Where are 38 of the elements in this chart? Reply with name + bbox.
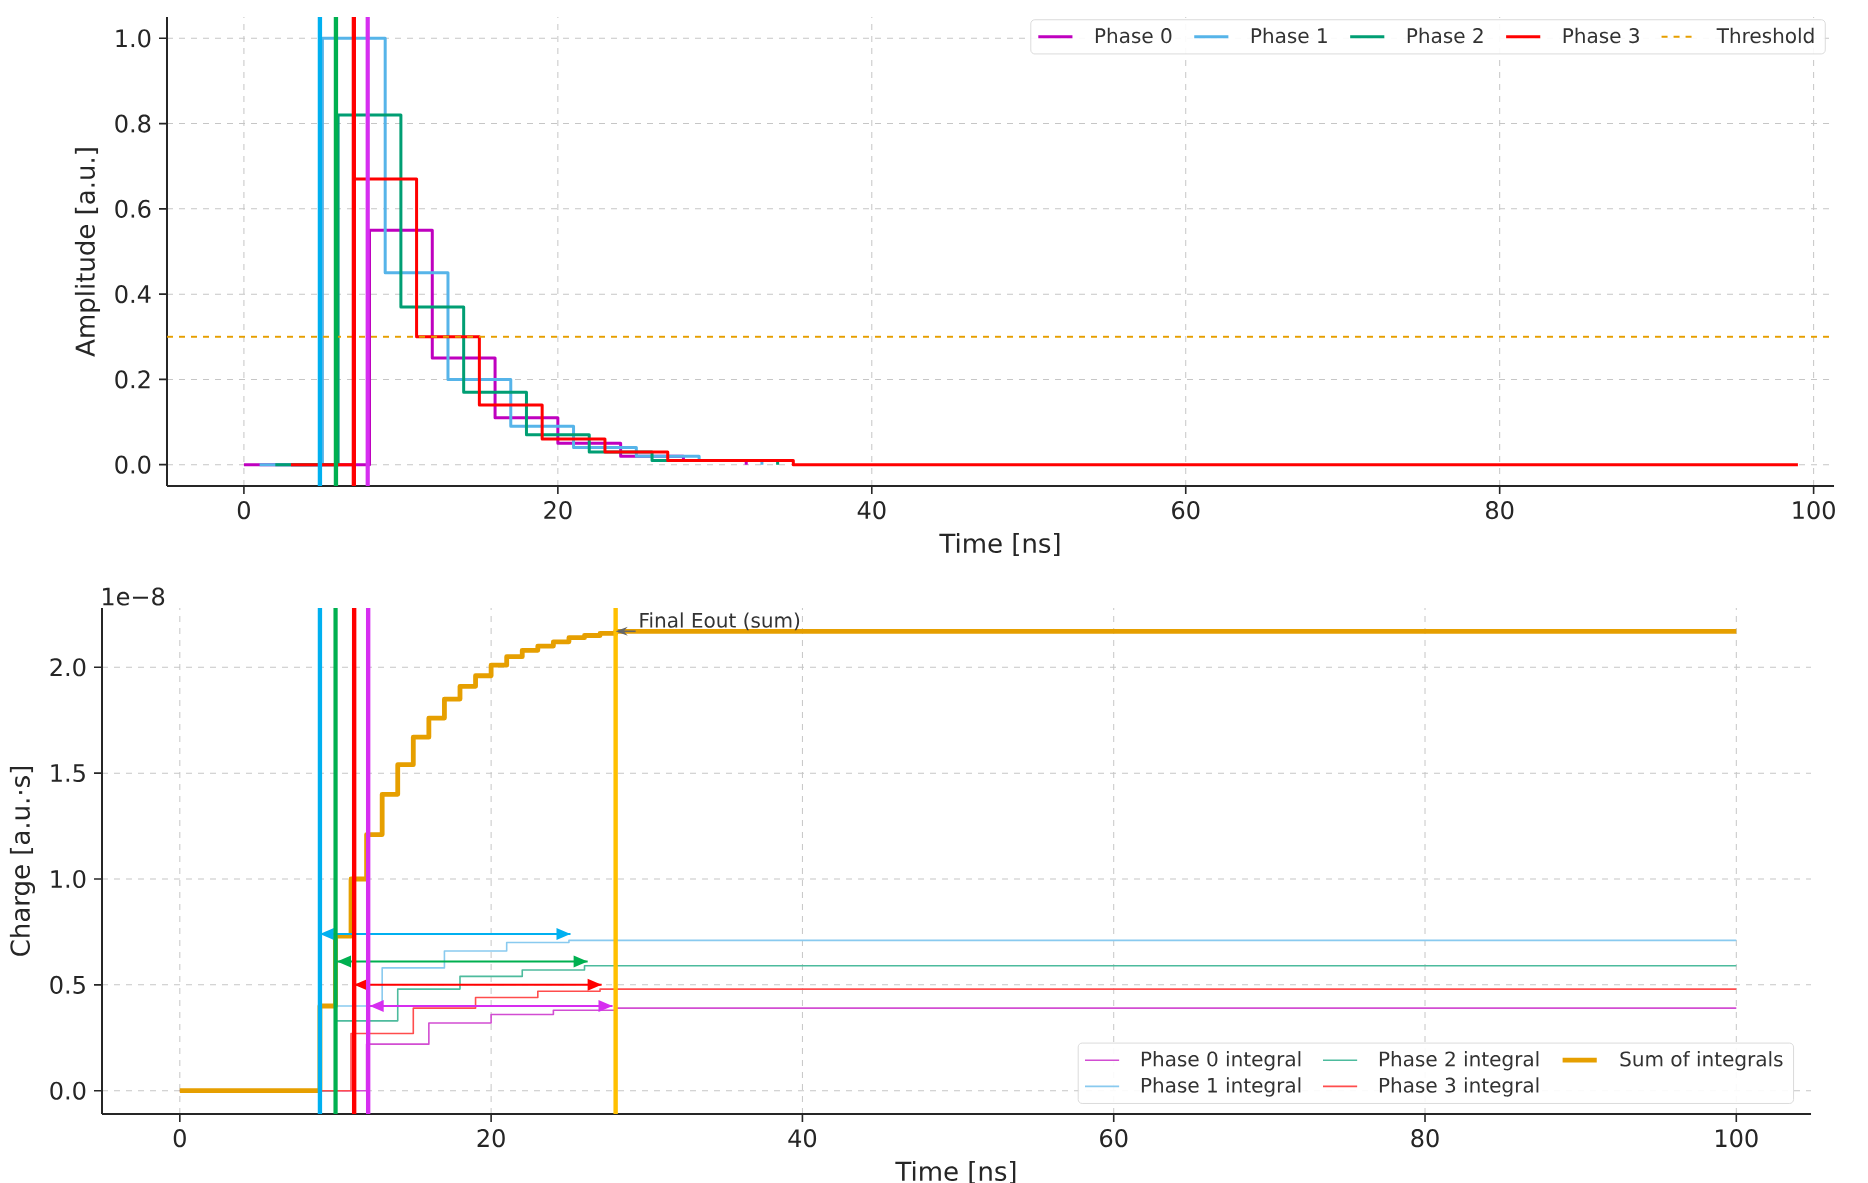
legend-label: Phase 2 — [1407, 27, 1483, 44]
x-tick-label: 60 — [1100, 1129, 1128, 1148]
legend-label: Phase 1 — [1251, 27, 1327, 44]
x-tick-label: 20 — [544, 501, 572, 520]
y-axis-title: Charge [a.u.·s] — [9, 766, 36, 956]
legend-label: Phase 0 — [1095, 27, 1172, 44]
x-tick-label: 60 — [1172, 501, 1200, 520]
legend-label: Phase 1 integral — [1141, 1077, 1301, 1097]
x-tick-label: 20 — [477, 1129, 505, 1148]
legend-label: Phase 0 integral — [1141, 1051, 1301, 1071]
y-tick-label: 0.0 — [115, 455, 151, 474]
x-tick-label: 0 — [237, 501, 250, 520]
x-tick-label: 0 — [173, 1129, 186, 1148]
x-tick-label: 100 — [1716, 1129, 1758, 1148]
legend-label: Phase 2 integral — [1379, 1051, 1539, 1071]
text: 1e−8 — [103, 587, 165, 606]
y-axis-title: Amplitude [a.u.] — [74, 148, 101, 357]
y-tick-label: 0.8 — [115, 114, 151, 133]
y-tick-label: 0.4 — [115, 285, 151, 304]
y-tick-label: 1.5 — [51, 764, 85, 783]
legend-label: Phase 3 — [1563, 27, 1639, 44]
annotation: Final Eout (sum) — [640, 612, 800, 631]
y-tick-label: 0.5 — [50, 975, 85, 994]
y-tick-label: 0.2 — [115, 370, 150, 389]
x-tick-label: 100 — [1793, 501, 1835, 520]
y-tick-label: 2.0 — [50, 658, 86, 677]
x-tick-label: 40 — [788, 1129, 817, 1148]
legend-label: Sum of integrals — [1620, 1051, 1783, 1071]
y-tick-label: 0.6 — [115, 199, 151, 218]
legend-label: Phase 3 integral — [1379, 1077, 1539, 1097]
x-tick-label: 40 — [857, 501, 886, 520]
x-axis-title: Time [ns] — [939, 532, 1060, 557]
y-tick-label: 0.0 — [50, 1081, 86, 1100]
y-tick-label: 1.0 — [51, 869, 86, 889]
x-tick-label: 80 — [1411, 1129, 1439, 1148]
y-tick-label: 1.0 — [116, 29, 151, 48]
x-tick-label: 80 — [1486, 501, 1514, 520]
legend-label: Threshold — [1716, 27, 1814, 44]
